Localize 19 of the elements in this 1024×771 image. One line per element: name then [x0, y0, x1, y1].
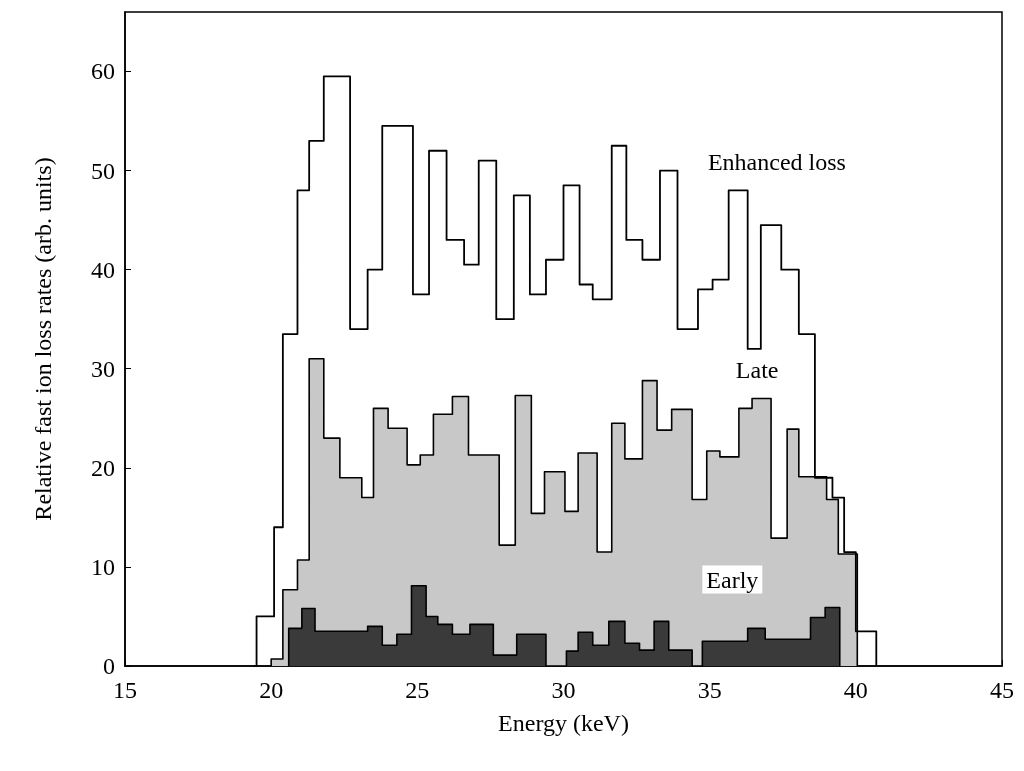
- x-tick-label: 15: [113, 677, 137, 703]
- series-label: Enhanced loss: [707, 149, 846, 176]
- y-axis-title: Relative fast ion loss rates (arb. units): [30, 157, 56, 521]
- y-tick-label: 20: [91, 454, 115, 481]
- x-tick-label: 20: [259, 677, 284, 703]
- series-label: Early: [706, 566, 759, 593]
- x-tick-label: 30: [551, 677, 576, 703]
- x-tick-label: 40: [843, 677, 868, 703]
- y-tick-label: 50: [91, 157, 115, 184]
- y-tick-label: 60: [91, 58, 115, 85]
- x-tick-label: 35: [697, 677, 722, 703]
- x-tick-label: 25: [405, 677, 430, 703]
- y-tick-label: 0: [103, 653, 115, 679]
- y-tick-label: 10: [91, 553, 115, 580]
- x-tick-label: 45: [990, 677, 1014, 703]
- x-axis-title: Energy (keV): [498, 710, 629, 736]
- series-label: Late: [735, 357, 779, 384]
- y-tick-label: 40: [91, 256, 115, 283]
- y-tick-label: 30: [91, 355, 115, 382]
